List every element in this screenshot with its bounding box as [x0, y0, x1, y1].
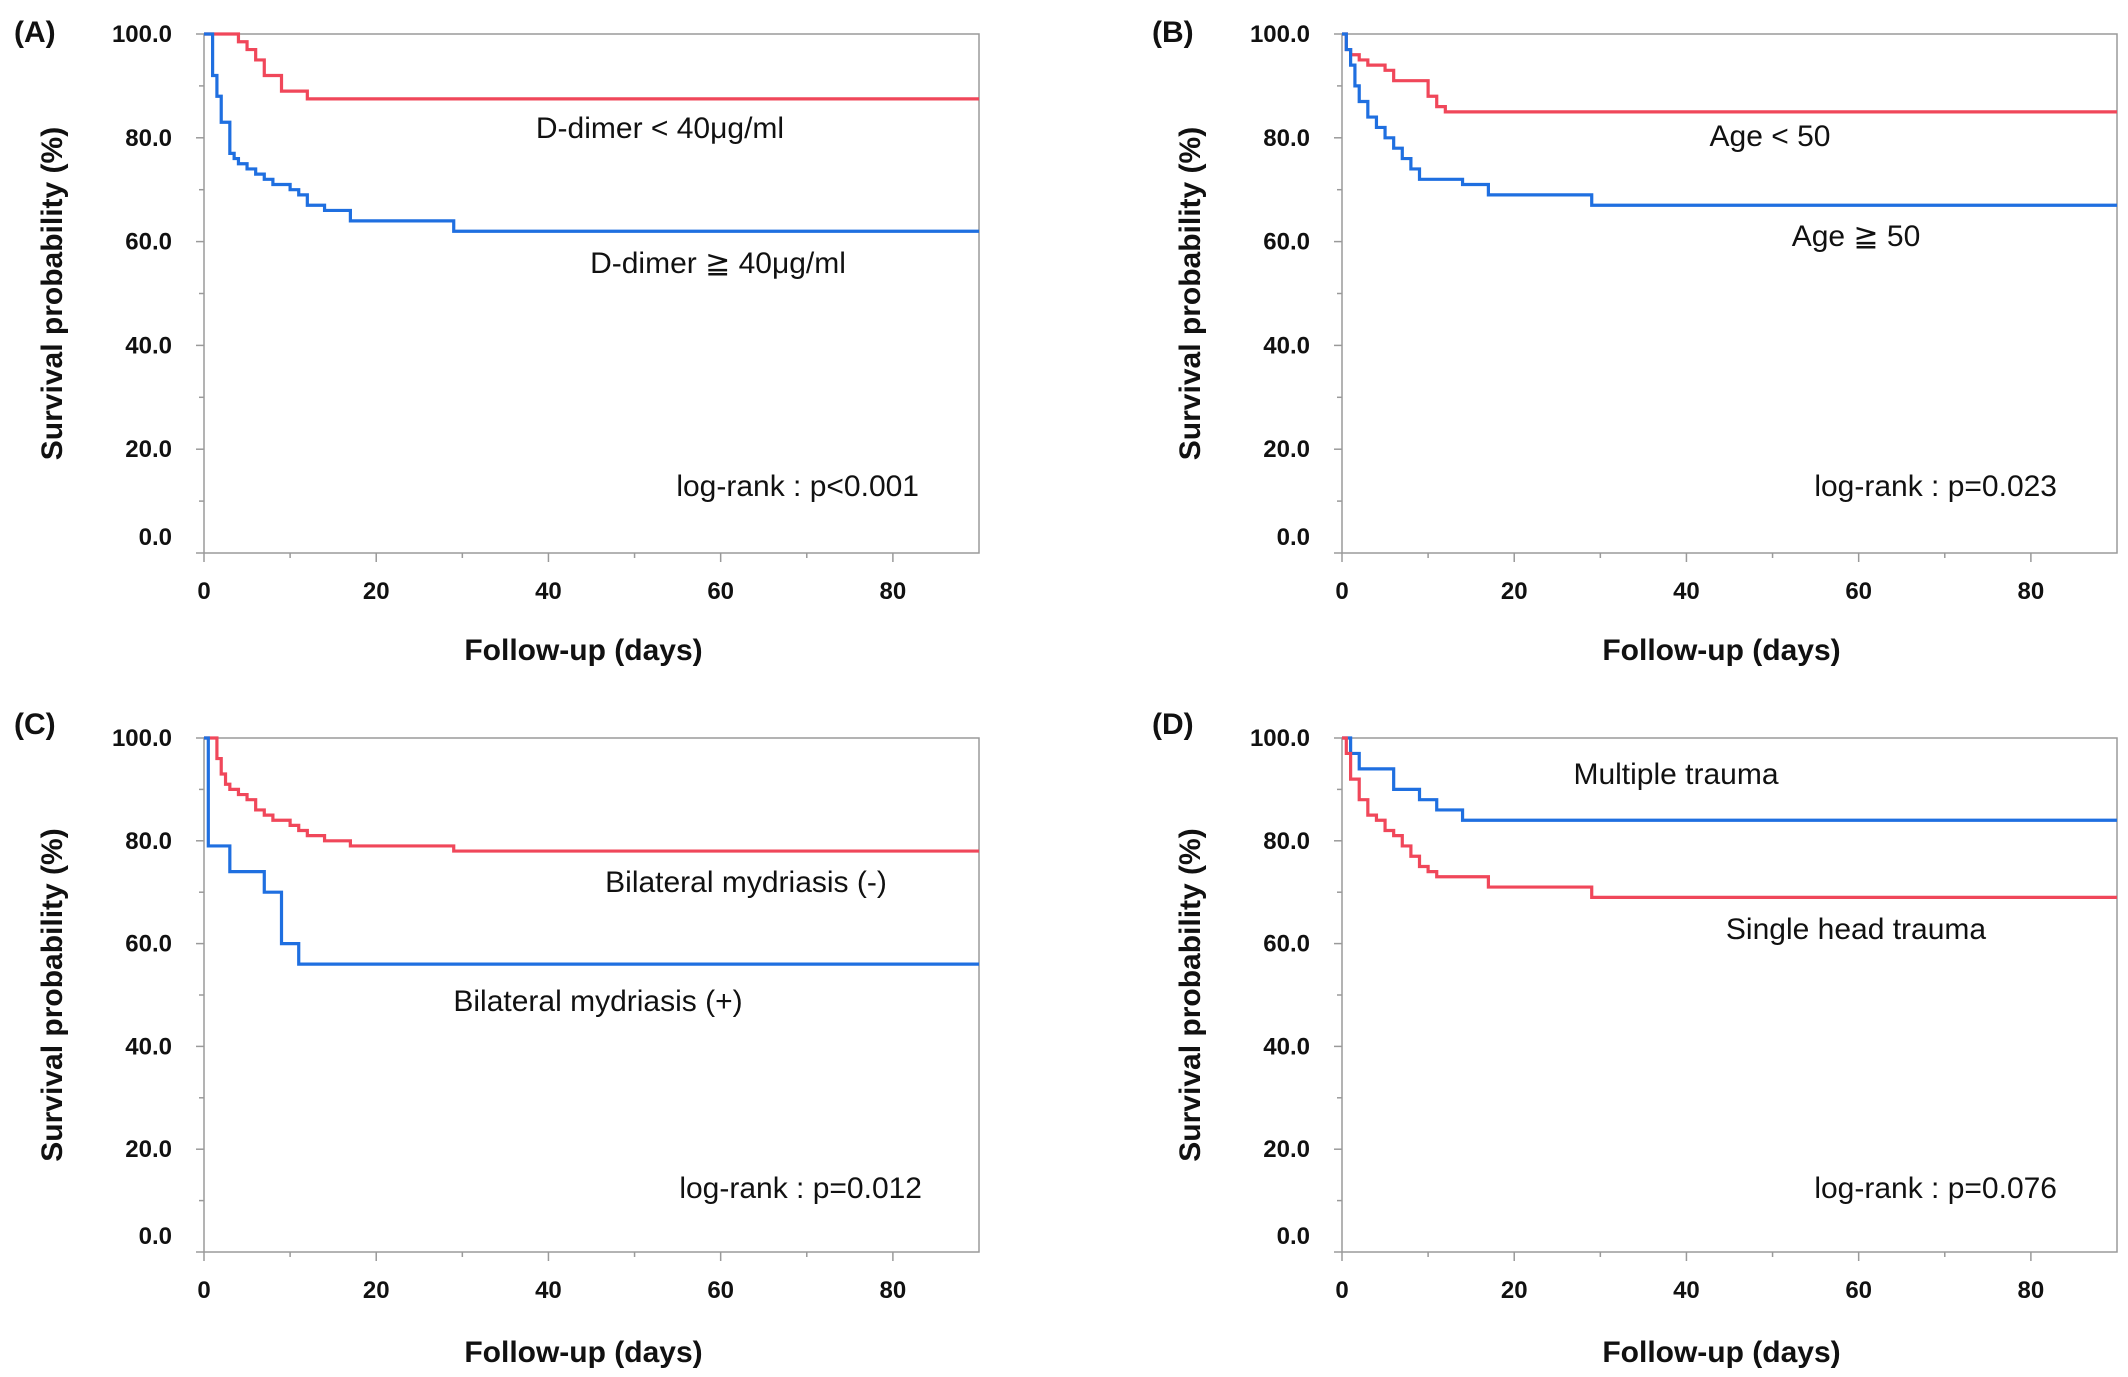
km-figure: (A) 0.0 20.0 40.0 60.0 80.0 100.0 0 20 40 60 80 Surv…	[0, 0, 2128, 1377]
x-tick-label: 20	[1501, 1277, 1528, 1304]
x-tick-label: 20	[363, 578, 390, 605]
y-tick-label: 60.0	[1263, 229, 1310, 256]
y-tick-label: 0.0	[139, 1223, 172, 1250]
x-tick-label: 60	[707, 578, 734, 605]
x-tick-label: 0	[1335, 578, 1348, 605]
panel-a: (A) 0.0 20.0 40.0 60.0 80.0 100.0 0 20 40 60 80 Surv…	[14, 16, 979, 667]
panel-label: (C)	[14, 708, 56, 741]
x-tick-label: 40	[535, 578, 562, 605]
y-tick-label: 20.0	[1263, 436, 1310, 463]
x-tick-label: 0	[197, 1277, 210, 1304]
log-rank-annotation: log-rank : p=0.023	[1814, 470, 2057, 503]
y-tick-label: 60.0	[125, 229, 172, 256]
y-axis-title: Survival probability (%)	[36, 828, 69, 1161]
y-tick-label: 20.0	[125, 1136, 172, 1163]
y-axis-title: Survival probability (%)	[1174, 828, 1207, 1161]
y-tick-label: 0.0	[139, 524, 172, 551]
y-tick-label: 40.0	[1263, 1033, 1310, 1060]
y-tick-label: 60.0	[125, 931, 172, 958]
curve-label: Bilateral mydriasis (+)	[453, 985, 742, 1018]
panel-b: (B) 0.0 20.0 40.0 60.0 80.0 100.0 0 20 40 60 80 Surv…	[1152, 16, 2117, 667]
x-tick-label: 80	[2018, 1277, 2045, 1304]
x-tick-label: 80	[880, 1277, 907, 1304]
log-rank-annotation: log-rank : p=0.076	[1814, 1172, 2057, 1205]
y-tick-label: 20.0	[1263, 1136, 1310, 1163]
panel-label: (B)	[1152, 16, 1194, 49]
x-axis-title: Follow-up (days)	[464, 1336, 702, 1369]
y-tick-label: 20.0	[125, 436, 172, 463]
curve-label: Bilateral mydriasis (-)	[605, 866, 887, 899]
x-tick-label: 20	[1501, 578, 1528, 605]
panel-label: (A)	[14, 16, 56, 49]
x-axis-title: Follow-up (days)	[1602, 634, 1840, 667]
y-axis-title: Survival probability (%)	[1174, 127, 1207, 460]
x-tick-label: 40	[1673, 578, 1700, 605]
x-tick-label: 80	[880, 578, 907, 605]
x-tick-label: 60	[1845, 1277, 1872, 1304]
curve-label: D-dimer ≧ 40μg/ml	[590, 247, 846, 280]
y-tick-label: 40.0	[125, 1033, 172, 1060]
y-tick-label: 80.0	[1263, 828, 1310, 855]
y-tick-label: 40.0	[125, 332, 172, 359]
x-tick-label: 60	[707, 1277, 734, 1304]
x-tick-label: 40	[1673, 1277, 1700, 1304]
x-axis-title: Follow-up (days)	[1602, 1336, 1840, 1369]
curve-label: D-dimer < 40μg/ml	[536, 112, 784, 145]
curve-label: Single head trauma	[1726, 913, 1986, 946]
log-rank-annotation: log-rank : p<0.001	[676, 470, 919, 503]
log-rank-annotation: log-rank : p=0.012	[679, 1172, 922, 1205]
x-tick-label: 20	[363, 1277, 390, 1304]
y-tick-label: 0.0	[1277, 524, 1310, 551]
y-tick-label: 80.0	[125, 125, 172, 152]
x-axis-title: Follow-up (days)	[464, 634, 702, 667]
survival-curve-1	[1342, 34, 2117, 112]
survival-curve-1	[204, 34, 979, 99]
curve-label: Age < 50	[1710, 120, 1831, 153]
y-tick-label: 40.0	[1263, 332, 1310, 359]
x-tick-label: 60	[1845, 578, 1872, 605]
survival-curve-1	[204, 738, 979, 851]
y-tick-label: 100.0	[1250, 725, 1310, 752]
x-tick-label: 40	[535, 1277, 562, 1304]
y-tick-label: 100.0	[112, 725, 172, 752]
y-tick-label: 80.0	[1263, 125, 1310, 152]
panel-c: (C) 0.0 20.0 40.0 60.0 80.0 100.0 0 20 40 60 80 Surv…	[14, 708, 979, 1369]
curve-label: Multiple trauma	[1573, 758, 1778, 791]
x-tick-label: 0	[1335, 1277, 1348, 1304]
panel-d: (D) 0.0 20.0 40.0 60.0 80.0 100.0 0 20 40 60 80 Surv…	[1152, 708, 2117, 1369]
panel-label: (D)	[1152, 708, 1194, 741]
x-tick-label: 0	[197, 578, 210, 605]
x-tick-label: 80	[2018, 578, 2045, 605]
y-tick-label: 0.0	[1277, 1223, 1310, 1250]
y-tick-label: 60.0	[1263, 931, 1310, 958]
y-tick-label: 100.0	[1250, 21, 1310, 48]
y-axis-title: Survival probability (%)	[36, 127, 69, 460]
y-tick-label: 100.0	[112, 21, 172, 48]
y-tick-label: 80.0	[125, 828, 172, 855]
curve-label: Age ≧ 50	[1792, 220, 1921, 253]
